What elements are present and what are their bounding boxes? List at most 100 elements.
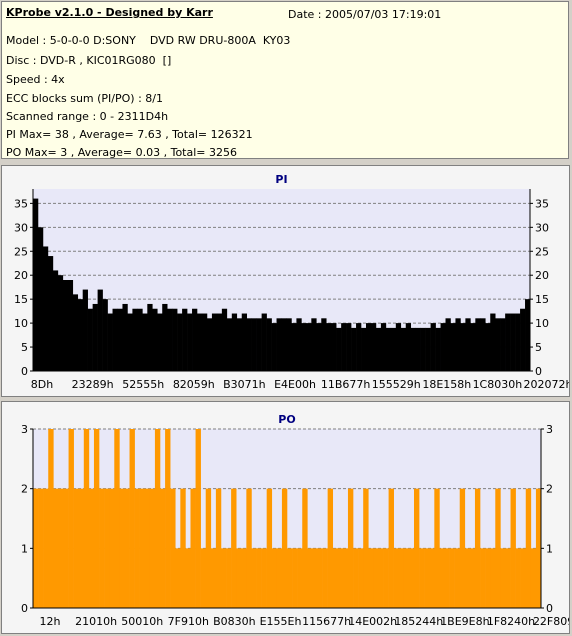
bar <box>408 548 415 608</box>
bar <box>93 429 100 608</box>
bar <box>495 318 501 371</box>
x-tick-label: 14E002h <box>348 615 397 628</box>
bar <box>182 308 188 371</box>
bar <box>261 313 267 371</box>
bar <box>195 429 201 608</box>
bar <box>197 313 203 371</box>
y-tick-label-right: 20 <box>535 269 549 282</box>
app-title: KProbe v2.1.0 - Designed by Karr <box>6 6 213 19</box>
bar <box>117 308 123 371</box>
bar <box>88 488 95 608</box>
bar <box>57 275 64 371</box>
bar <box>317 548 323 608</box>
bar <box>226 548 232 608</box>
x-tick-label: B0830h <box>213 615 256 628</box>
bar <box>119 488 125 608</box>
bar <box>460 323 466 371</box>
bar <box>42 246 49 371</box>
bar <box>77 299 83 371</box>
bar <box>474 488 481 608</box>
bar <box>400 327 407 371</box>
bar <box>157 313 163 371</box>
bar <box>154 429 161 608</box>
y-tick-label: 2 <box>21 483 28 496</box>
bar <box>535 488 542 608</box>
y-tick-label: 15 <box>14 293 28 306</box>
y-tick-label-right: 5 <box>535 341 542 354</box>
speed-line: Speed : 4x <box>6 73 65 86</box>
x-tick-label: E155Eh <box>260 615 302 628</box>
bar <box>332 548 339 608</box>
bar <box>370 323 377 371</box>
bar <box>342 548 349 608</box>
bar <box>475 318 481 371</box>
bar <box>515 548 521 608</box>
bar <box>331 323 337 371</box>
bar <box>410 327 416 371</box>
bar <box>38 488 44 608</box>
ecc-line: ECC blocks sum (PI/PO) : 8/1 <box>6 92 163 105</box>
bar <box>266 318 272 371</box>
bar <box>127 313 133 371</box>
bar <box>353 548 359 608</box>
bar <box>210 548 217 608</box>
bar <box>73 488 80 608</box>
bar <box>495 488 501 608</box>
y-tick-label-right: 10 <box>535 317 549 330</box>
bar <box>109 488 115 608</box>
bar <box>78 488 85 608</box>
disc-line: Disc : DVD-R , KIC01RG080 [] <box>6 54 172 67</box>
bar <box>490 548 496 608</box>
bar <box>470 323 476 371</box>
bar <box>216 313 223 371</box>
x-tick-label: 1C8030h <box>473 378 523 391</box>
bar <box>420 327 426 371</box>
bar <box>205 488 212 608</box>
bar <box>307 548 313 608</box>
bar <box>347 488 354 608</box>
bar <box>434 488 440 608</box>
bar <box>435 327 441 371</box>
bar <box>393 548 400 608</box>
bar <box>62 280 69 371</box>
x-tick-label: 1F8240h <box>487 615 535 628</box>
bar <box>63 488 69 608</box>
bar <box>137 308 143 371</box>
bar <box>405 323 412 371</box>
bar <box>373 548 379 608</box>
bar <box>206 318 213 371</box>
bar <box>132 308 138 371</box>
bar <box>425 327 431 371</box>
y-tick-label-right: 2 <box>546 483 553 496</box>
y-tick-label-right: 1 <box>546 542 553 555</box>
y-tick-label: 25 <box>14 245 28 258</box>
bar <box>311 318 317 371</box>
range-line: Scanned range : 0 - 2311D4h <box>6 110 169 123</box>
bar <box>395 323 402 371</box>
chart-title: PI <box>275 173 287 186</box>
bar <box>220 548 227 608</box>
bar <box>266 488 273 608</box>
bar <box>301 323 307 371</box>
bar <box>92 303 98 371</box>
bar <box>525 299 531 371</box>
bar <box>450 323 456 371</box>
y-tick-label-right: 0 <box>535 365 542 378</box>
bar <box>439 548 445 608</box>
y-tick-label: 0 <box>21 365 28 378</box>
x-tick-label: 185244h <box>394 615 443 628</box>
bar <box>241 548 247 608</box>
bar <box>341 323 347 371</box>
po-stats-line: PO Max= 3 , Average= 0.03 , Total= 3256 <box>6 146 237 159</box>
bar <box>149 488 156 608</box>
bar <box>281 318 287 371</box>
bar <box>368 548 374 608</box>
bar <box>246 318 252 371</box>
bar <box>256 548 262 608</box>
bar <box>147 303 153 371</box>
bar <box>58 488 64 608</box>
bar <box>180 488 186 608</box>
bar <box>510 313 516 371</box>
bar <box>112 308 118 371</box>
bar <box>297 548 303 608</box>
